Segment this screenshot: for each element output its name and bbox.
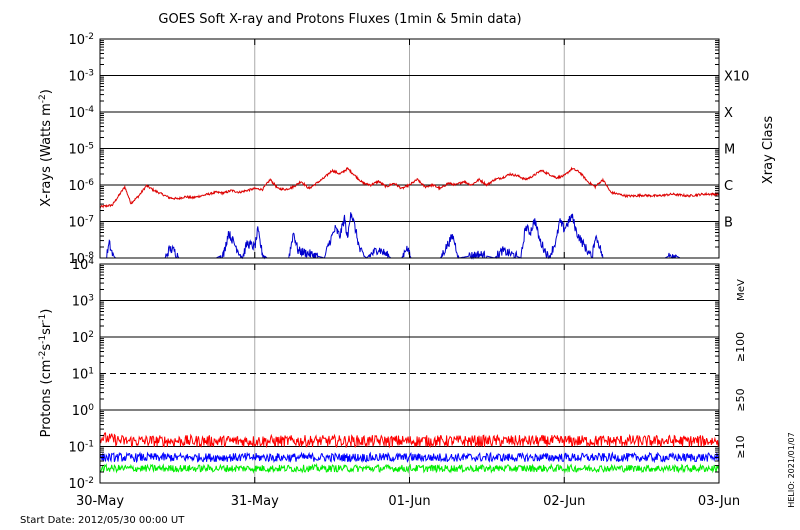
- xray-class-label: B: [724, 216, 733, 231]
- xray-y-tick-label: 10-3: [68, 69, 94, 85]
- x-tick-label: 01-Jun: [388, 494, 430, 509]
- protons-y-tick-label: 10-1: [68, 440, 94, 456]
- protons-y-ticks: 104 103 102 101 100 10-1 10-2: [68, 257, 719, 492]
- energy-label-50: ≥50: [734, 388, 747, 411]
- xray-y-tick-label: 10-6: [68, 178, 94, 194]
- protons-y-tick-label: 103: [72, 294, 94, 310]
- xray-y-tick-label: 10-2: [68, 32, 94, 48]
- protons-y-tick-label: 100: [72, 403, 95, 419]
- xray-y-ticks: 10-2 10-3 10-4 10-5 10-6 10-7 10-8: [68, 32, 719, 267]
- xray-class-label: C: [724, 179, 733, 194]
- xray-class-labels: X10 X M C B: [724, 70, 749, 231]
- protons-y-tick-label: 102: [72, 330, 94, 346]
- xray-class-label: M: [724, 143, 735, 158]
- x-tick-labels: 30-May 31-May 01-Jun 02-Jun 03-Jun: [76, 39, 740, 509]
- xray-y-tick-label: 10-8: [68, 251, 94, 267]
- xray-y-axis-label: X-rays (Watts m-2): [38, 89, 54, 207]
- xray-class-label: X10: [724, 70, 749, 85]
- protons-series: [99, 432, 720, 474]
- x-tick-label: 30-May: [76, 494, 124, 509]
- energy-label-100: ≥100: [734, 332, 747, 362]
- x-tick-label: 02-Jun: [543, 494, 585, 509]
- start-date: Start Date: 2012/05/30 00:00 UT: [20, 515, 185, 526]
- protons-y-tick-label: 101: [72, 367, 94, 383]
- xray-long-series: [99, 166, 720, 209]
- x-tick-label: 31-May: [231, 494, 279, 509]
- xray-panel: 10-2 10-3 10-4 10-5 10-6 10-7 10-8 X10 X M C B Xra…: [38, 32, 776, 267]
- xray-y-tick-label: 10-7: [68, 215, 94, 231]
- chart-title: GOES Soft X-ray and Protons Fluxes (1min…: [158, 12, 521, 27]
- xray-grid: [100, 39, 719, 258]
- protons-grid: [100, 264, 719, 483]
- protons-y-axis-label: Protons (cm-2s-1sr-1): [38, 309, 54, 438]
- protons-series-p100: [99, 462, 720, 474]
- protons-panel: 104 103 102 101 100 10-1 10-2 Protons (cm-2s-1…: [38, 257, 747, 492]
- protons-unit-label: MeV: [736, 279, 747, 301]
- protons-series-p10: [99, 432, 720, 449]
- x-tick-label: 03-Jun: [698, 494, 740, 509]
- protons-y-tick-label: 10-2: [68, 476, 94, 492]
- xray-class-axis-title: Xray Class: [761, 116, 776, 184]
- energy-label-10: ≥10: [734, 435, 747, 458]
- xray-y-tick-label: 10-4: [68, 105, 94, 121]
- protons-y-tick-label: 104: [72, 257, 95, 273]
- credit-label: HELIO: 2021/01/07: [787, 432, 796, 507]
- protons-series-p50: [99, 451, 720, 464]
- xray-y-tick-label: 10-5: [68, 142, 94, 158]
- xray-class-label: X: [724, 106, 733, 121]
